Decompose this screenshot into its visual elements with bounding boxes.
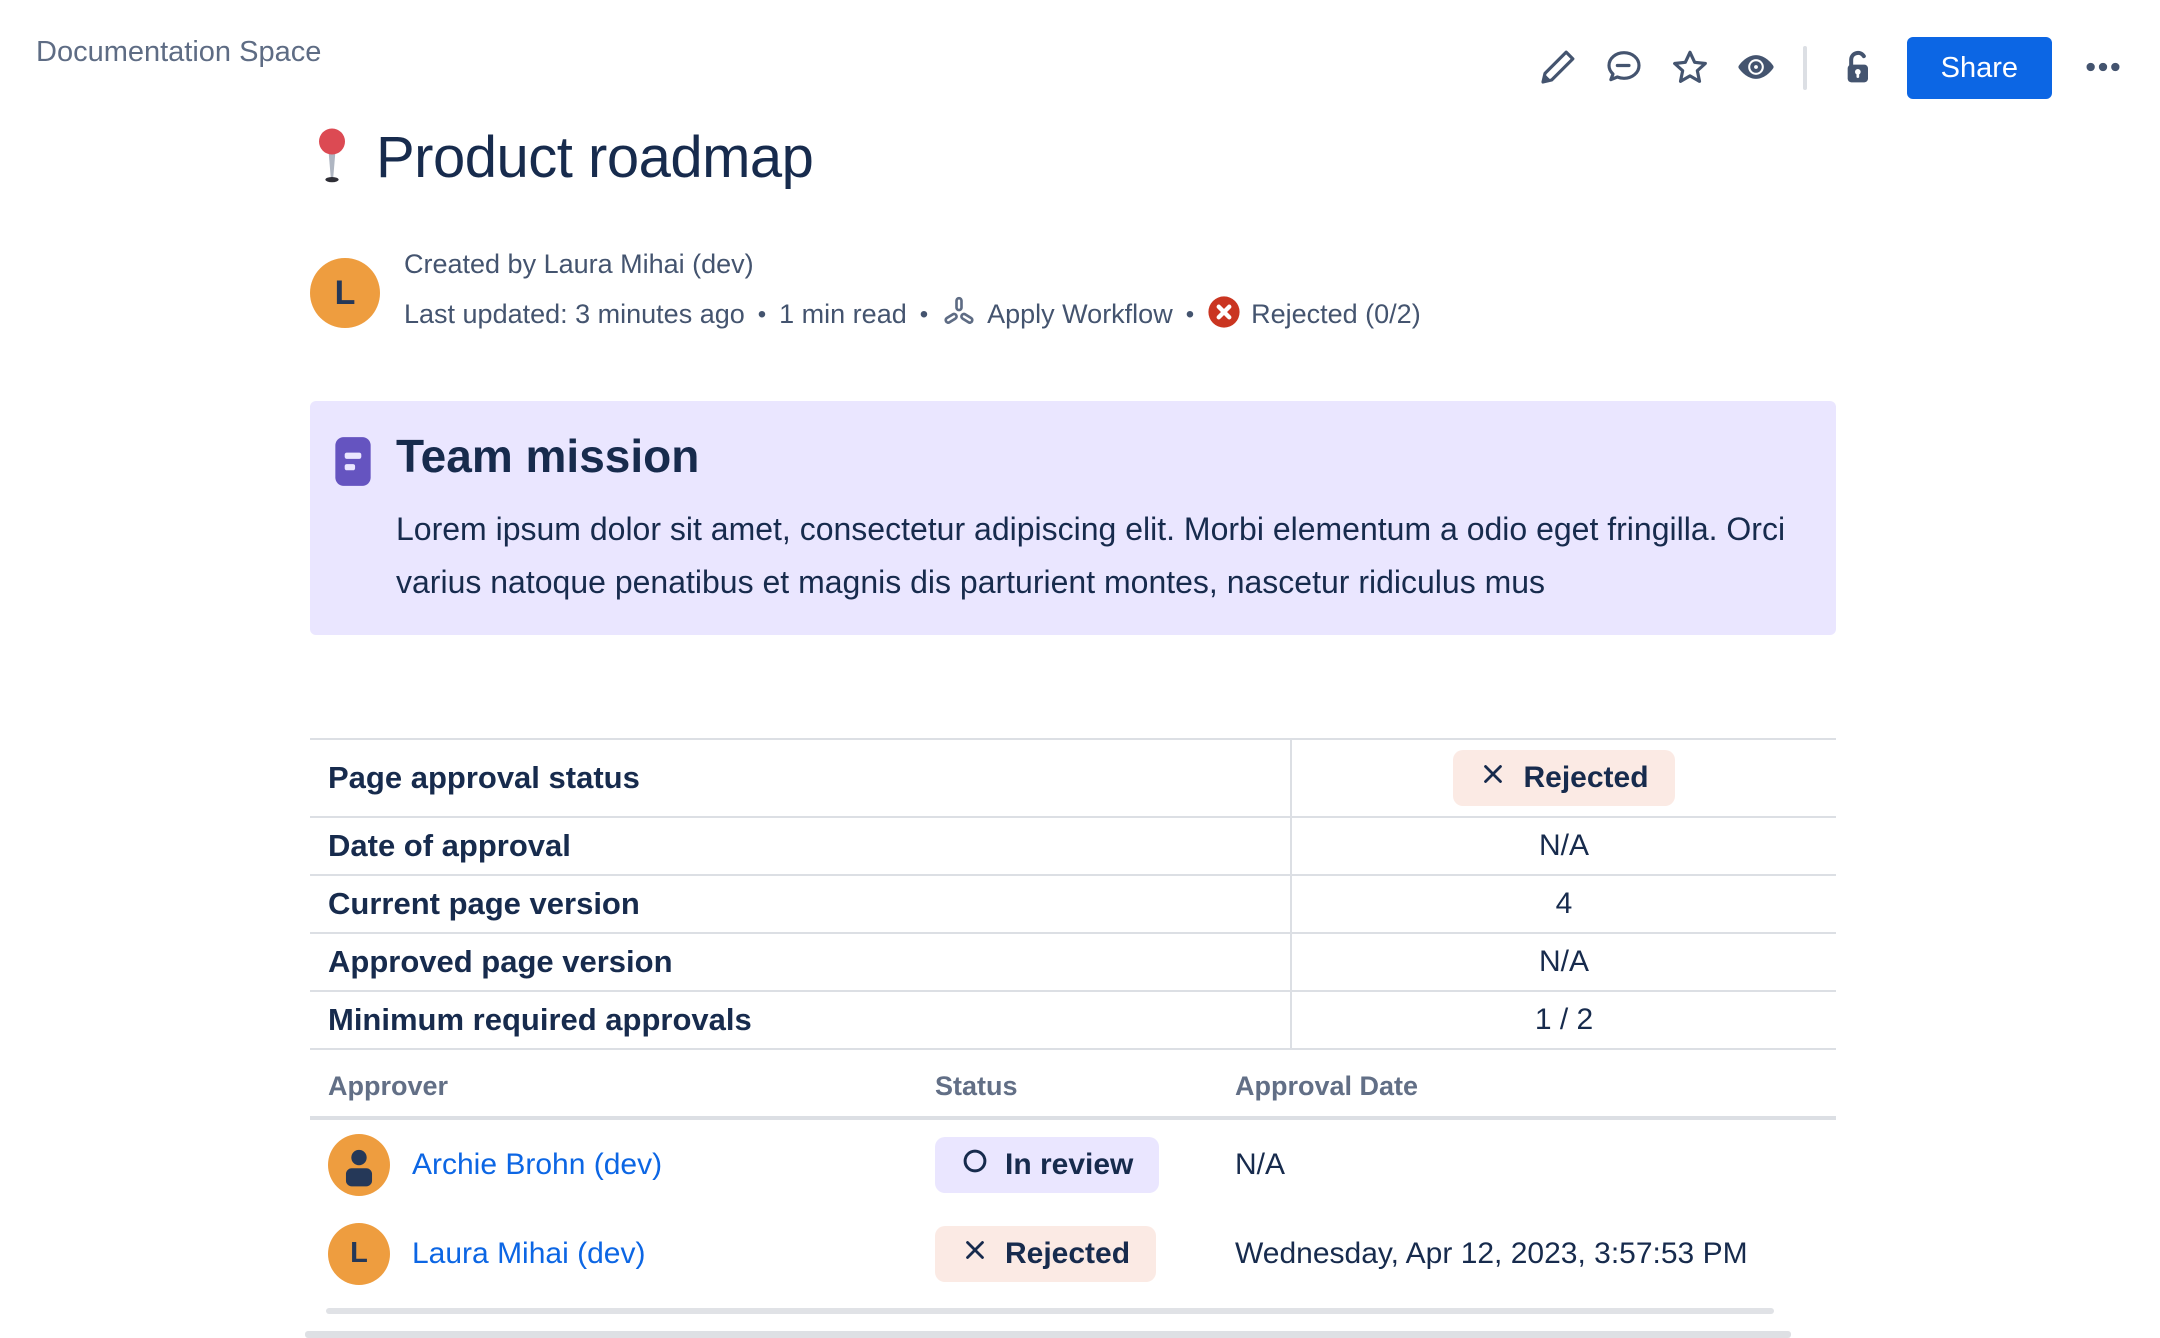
- row-value: N/A: [1290, 933, 1836, 991]
- status-badge-label: In review: [1005, 1147, 1134, 1181]
- page-title: Product roadmap: [376, 125, 814, 190]
- panel-title: Team mission: [396, 430, 700, 482]
- star-button[interactable]: [1661, 36, 1719, 100]
- approver-avatar[interactable]: L: [328, 1222, 390, 1285]
- unlock-icon: [1834, 47, 1874, 90]
- star-icon: [1670, 47, 1710, 90]
- page-title-row: Product roadmap: [310, 124, 1836, 191]
- workflow-status-button[interactable]: Rejected (0/2): [1207, 295, 1421, 334]
- share-button[interactable]: Share: [1906, 37, 2052, 99]
- watch-icon: [1736, 47, 1776, 90]
- table-row: Approved page version N/A: [310, 933, 1836, 991]
- note-icon: [332, 435, 374, 609]
- approver-row: L Laura Mihai (dev) Rejected Wednesday, …: [310, 1209, 1836, 1298]
- restrictions-button[interactable]: [1825, 36, 1883, 100]
- breadcrumb-space-name[interactable]: Documentation Space: [36, 36, 322, 68]
- row-value: 4: [1290, 875, 1836, 933]
- row-label: Page approval status: [328, 760, 640, 795]
- workflow-icon: [941, 294, 977, 335]
- bullet-separator: •: [1185, 300, 1195, 328]
- round-pushpin-icon: [310, 128, 354, 188]
- column-header-approver: Approver: [328, 1071, 449, 1101]
- status-badge-rejected: Rejected: [935, 1225, 1157, 1282]
- status-badge-rejected: Rejected: [1453, 750, 1675, 806]
- page-content: Product roadmap L Created by Laura Mihai…: [305, 0, 1836, 1338]
- table-row: Current page version 4: [310, 875, 1836, 933]
- watch-button[interactable]: [1727, 36, 1785, 100]
- approvers-table: Approver Status Approval Date Archie Bro…: [310, 1071, 1836, 1298]
- apply-workflow-label: Apply Workflow: [987, 299, 1173, 329]
- table-row: Minimum required approvals 1 / 2: [310, 991, 1836, 1049]
- author-avatar[interactable]: L: [310, 258, 380, 328]
- row-value: N/A: [1290, 817, 1836, 875]
- approvers-header: Approver Status Approval Date: [310, 1071, 1836, 1120]
- created-by-text: Created by Laura Mihai (dev): [404, 249, 754, 279]
- workflow-status-label: Rejected (0/2): [1251, 299, 1421, 329]
- more-actions-button[interactable]: [2074, 36, 2132, 100]
- apply-workflow-button[interactable]: Apply Workflow: [941, 294, 1173, 335]
- approver-name-link[interactable]: Laura Mihai (dev): [412, 1236, 646, 1270]
- edit-icon: [1538, 47, 1578, 90]
- actions-divider: [1802, 46, 1807, 90]
- row-label: Approved page version: [328, 944, 673, 979]
- comments-icon: [1604, 47, 1644, 90]
- comments-button[interactable]: [1595, 36, 1653, 100]
- bullet-separator: •: [919, 300, 929, 328]
- row-label: Date of approval: [328, 828, 571, 863]
- circle-icon: [961, 1147, 989, 1183]
- approval-date: N/A: [1235, 1147, 1286, 1181]
- table-row: Date of approval N/A: [310, 817, 1836, 875]
- more-icon: [2083, 47, 2123, 90]
- x-icon: [961, 1236, 989, 1272]
- panel-body-text: Lorem ipsum dolor sit amet, consectetur …: [396, 511, 1786, 600]
- approver-name-link[interactable]: Archie Brohn (dev): [412, 1147, 663, 1181]
- person-icon: [336, 1134, 382, 1196]
- horizontal-scrollbar[interactable]: [305, 1331, 1791, 1338]
- x-icon: [1479, 760, 1507, 796]
- rejected-circle-icon: [1207, 295, 1241, 334]
- edit-button[interactable]: [1529, 36, 1587, 100]
- approval-date: Wednesday, Apr 12, 2023, 3:57:53 PM: [1235, 1236, 1748, 1270]
- status-badge-label: Rejected: [1523, 761, 1649, 794]
- table-row: Page approval status Rejected: [310, 739, 1836, 817]
- bullet-separator: •: [757, 300, 767, 328]
- read-time-text: 1 min read: [779, 299, 907, 329]
- row-value: 1 / 2: [1290, 991, 1836, 1049]
- team-mission-panel: Team mission Lorem ipsum dolor sit amet,…: [310, 401, 1836, 635]
- column-header-status: Status: [935, 1071, 1018, 1101]
- row-label: Minimum required approvals: [328, 1002, 752, 1037]
- byline: L Created by Laura Mihai (dev) Last upda…: [310, 251, 1836, 335]
- column-header-approval-date: Approval Date: [1235, 1071, 1419, 1101]
- top-bar: Documentation Space: [0, 0, 2160, 110]
- approver-avatar[interactable]: [328, 1133, 390, 1196]
- status-badge-label: Rejected: [1005, 1236, 1131, 1270]
- approval-status-table: Page approval status Rejected Date of ap…: [310, 738, 1836, 1050]
- status-badge-in-review: In review: [935, 1136, 1160, 1193]
- approver-row: Archie Brohn (dev) In review N/A: [310, 1120, 1836, 1209]
- last-updated-text[interactable]: Last updated: 3 minutes ago: [404, 299, 745, 329]
- page-actions: Share: [1529, 36, 2132, 100]
- table-bottom-border: [326, 1308, 1774, 1314]
- row-label: Current page version: [328, 886, 640, 921]
